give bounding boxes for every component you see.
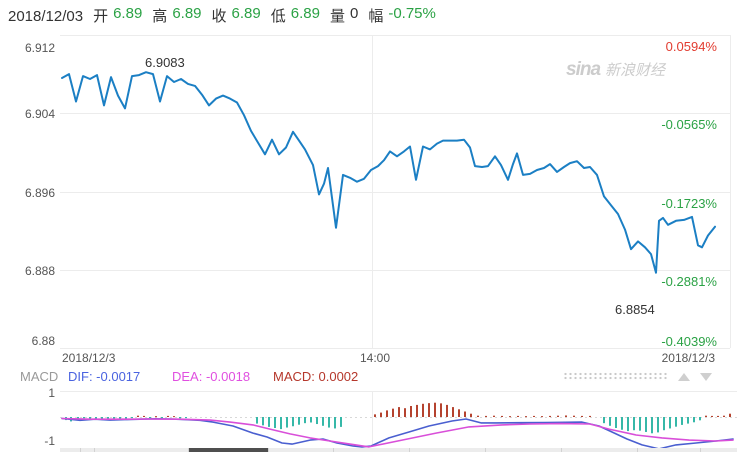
x-axis-label-left: 2018/12/3 xyxy=(62,351,116,365)
sina-watermark: sina 新浪财经 xyxy=(566,59,665,81)
pct-ytick: 0.0594% xyxy=(665,38,717,54)
quote-header: 2018/12/03 开 6.89 高 6.89 收 6.89 低 6.89 量… xyxy=(8,5,436,26)
pct-ytick: -0.4039% xyxy=(661,333,717,349)
scrollbar-separator xyxy=(485,448,486,452)
scrollbar-separator xyxy=(333,448,334,452)
price-annotation: 6.8854 xyxy=(615,302,655,317)
price-ytick: 6.888 xyxy=(24,263,55,278)
price-ytick: 6.896 xyxy=(24,185,55,200)
pct-ytick: -0.0565% xyxy=(661,116,717,132)
price-ytick: 6.88 xyxy=(31,334,55,348)
price-annotation: 6.9083 xyxy=(145,55,185,70)
pct-ytick: -0.2881% xyxy=(661,273,717,289)
scrollbar-separator xyxy=(80,448,81,452)
macd-dea-value: DEA: -0.0018 xyxy=(172,369,251,384)
pane-resize-handle[interactable] xyxy=(563,372,669,381)
x-axis-label-right: 2018/12/3 xyxy=(661,351,715,365)
sina-logo: sina xyxy=(566,59,601,80)
macd-hist-value: MACD: 0.0002 xyxy=(273,369,359,384)
scrollbar-separator xyxy=(268,448,269,452)
quote-open: 开 6.89 xyxy=(93,5,143,25)
macd-ytick-pos1: 1 xyxy=(48,386,55,400)
time-scrollbar-track[interactable] xyxy=(60,448,737,452)
scrollbar-separator xyxy=(94,448,95,452)
price-ytick: 6.912 xyxy=(24,41,55,55)
pct-ytick: -0.1723% xyxy=(661,195,717,211)
scrollbar-separator xyxy=(700,448,701,452)
quote-close: 收 6.89 xyxy=(211,5,261,25)
macd-pane-title: MACD xyxy=(20,369,59,384)
pane-collapse-up-icon[interactable] xyxy=(678,373,690,381)
quote-change-pct: 幅 -0.75% xyxy=(368,5,436,25)
quote-low: 低 6.89 xyxy=(270,5,320,25)
macd-ytick-neg1: -1 xyxy=(44,434,55,448)
quote-date: 2018/12/03 xyxy=(8,8,84,25)
scrollbar-separator xyxy=(637,448,638,452)
time-scrollbar-handle[interactable] xyxy=(188,448,268,452)
price-ytick: 6.904 xyxy=(24,106,55,121)
quote-high: 高 6.89 xyxy=(152,5,202,25)
macd-dif-value: DIF: -0.0017 xyxy=(68,369,141,384)
scrollbar-separator xyxy=(188,448,189,452)
macd-legend-row: MACD DIF: -0.0017 DEA: -0.0018 MACD: 0.0… xyxy=(0,369,737,385)
pane-collapse-down-icon[interactable] xyxy=(700,373,712,381)
quote-volume: 量 0 xyxy=(329,5,359,25)
scrollbar-separator xyxy=(561,448,562,452)
x-axis-label-center: 14:00 xyxy=(359,351,391,365)
sina-brand-text: 新浪财经 xyxy=(605,62,666,79)
scrollbar-separator xyxy=(409,448,410,452)
